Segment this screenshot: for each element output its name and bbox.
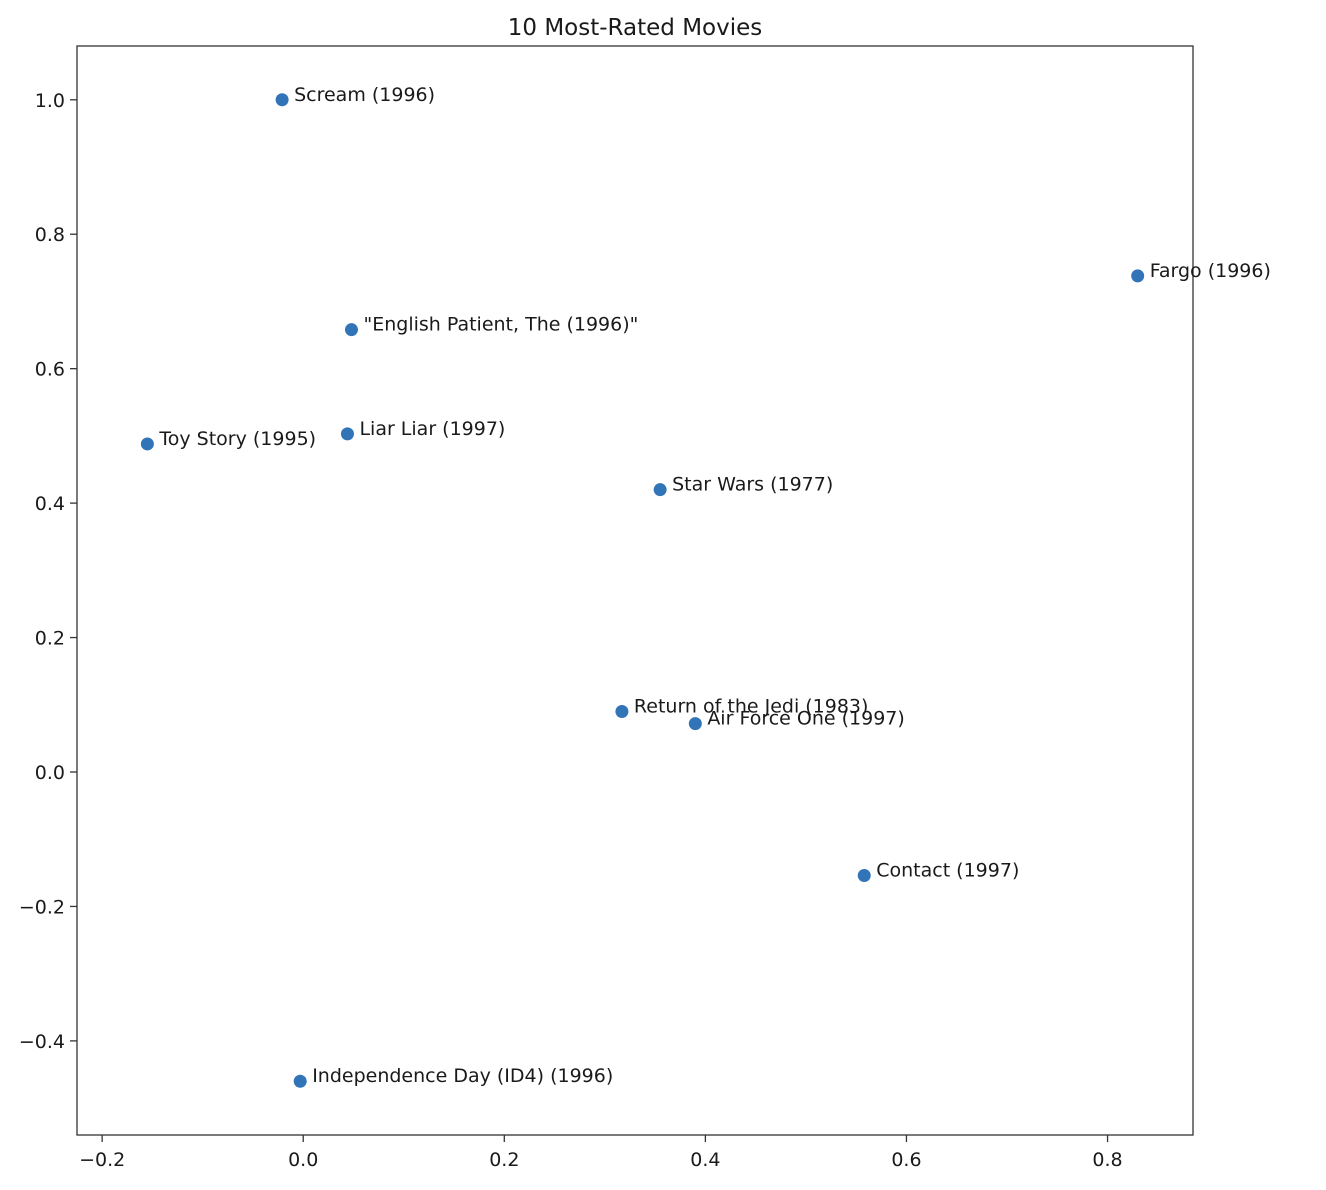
chart-title: 10 Most-Rated Movies [508, 15, 763, 41]
data-point [653, 483, 667, 497]
point-label: Return of the Jedi (1983) [634, 696, 869, 718]
x-tick-label: 0.0 [288, 1149, 318, 1171]
point-label: Contact (1997) [876, 860, 1019, 882]
data-points: Scream (1996) Fargo (1996) "English Patien… [140, 84, 1271, 1088]
data-point [615, 705, 629, 718]
x-tick-label: 0.8 [1092, 1149, 1122, 1171]
point-label: Liar Liar (1997) [359, 418, 505, 440]
point-label: "English Patient, The (1996)" [363, 314, 638, 336]
point-label: Independence Day (ID4) (1996) [312, 1065, 613, 1087]
x-tick-label: −0.2 [79, 1149, 125, 1171]
plot-frame [76, 45, 1194, 1136]
y-axis: −0.4 −0.2 0.0 0.2 0.4 0.6 0.8 1.0 [19, 90, 77, 1053]
y-tick-label: 1.0 [35, 90, 65, 112]
y-tick-label: 0.8 [35, 224, 65, 246]
point-label: Scream (1996) [294, 84, 435, 106]
point-label: Air Force One (1997) [707, 708, 904, 730]
y-tick-label: 0.6 [35, 359, 65, 381]
x-tick-label: 0.4 [690, 1149, 720, 1171]
data-point [293, 1074, 307, 1088]
y-tick-label: −0.4 [19, 1031, 65, 1053]
point-label: Toy Story (1995) [158, 428, 316, 450]
point-label: Fargo (1996) [1150, 260, 1271, 282]
data-point [857, 869, 871, 883]
data-point [275, 93, 289, 107]
x-tick-label: 0.6 [891, 1149, 921, 1171]
data-point [1131, 269, 1145, 283]
data-point [688, 717, 702, 731]
data-point [344, 323, 358, 337]
data-point [340, 427, 354, 441]
y-tick-label: 0.4 [35, 493, 65, 515]
y-tick-label: 0.0 [35, 762, 65, 784]
data-point [140, 437, 154, 451]
x-tick-label: 0.2 [489, 1149, 519, 1171]
y-tick-label: 0.2 [35, 628, 65, 650]
x-axis: −0.2 0.0 0.2 0.4 0.6 0.8 [79, 1135, 1123, 1171]
point-label: Star Wars (1977) [672, 474, 833, 496]
y-tick-label: −0.2 [19, 896, 65, 918]
